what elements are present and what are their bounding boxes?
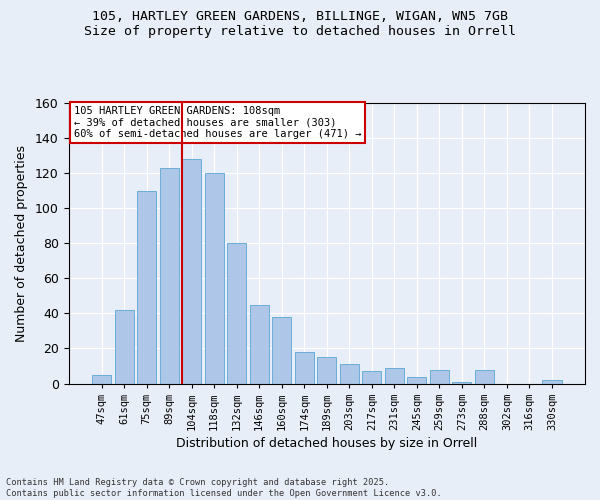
Bar [407, 376, 427, 384]
Bar [340, 364, 359, 384]
Bar [475, 370, 494, 384]
Bar [115, 310, 134, 384]
Text: Contains HM Land Registry data © Crown copyright and database right 2025.
Contai: Contains HM Land Registry data © Crown c… [6, 478, 442, 498]
Bar [452, 382, 472, 384]
Bar [272, 317, 292, 384]
Bar [205, 173, 224, 384]
Bar [250, 304, 269, 384]
X-axis label: Distribution of detached houses by size in Orrell: Distribution of detached houses by size … [176, 437, 478, 450]
Bar [295, 352, 314, 384]
Text: 105 HARTLEY GREEN GARDENS: 108sqm
← 39% of detached houses are smaller (303)
60%: 105 HARTLEY GREEN GARDENS: 108sqm ← 39% … [74, 106, 361, 139]
Bar [317, 357, 337, 384]
Bar [137, 190, 156, 384]
Bar [430, 370, 449, 384]
Text: 105, HARTLEY GREEN GARDENS, BILLINGE, WIGAN, WN5 7GB
Size of property relative t: 105, HARTLEY GREEN GARDENS, BILLINGE, WI… [84, 10, 516, 38]
Bar [182, 159, 201, 384]
Bar [227, 244, 246, 384]
Y-axis label: Number of detached properties: Number of detached properties [15, 145, 28, 342]
Bar [542, 380, 562, 384]
Bar [362, 372, 382, 384]
Bar [92, 375, 111, 384]
Bar [160, 168, 179, 384]
Bar [385, 368, 404, 384]
